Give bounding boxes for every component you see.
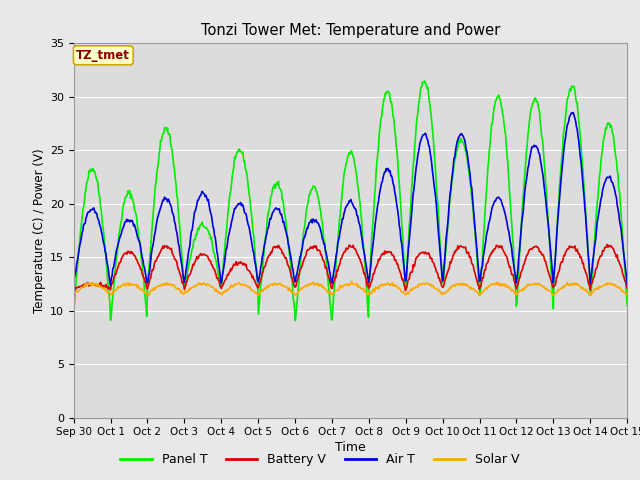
Panel T: [193, 232, 200, 238]
Solar V: [476, 293, 483, 299]
Solar V: [137, 287, 145, 293]
Air T: [194, 197, 202, 203]
Panel T: [421, 78, 429, 84]
Text: TZ_tmet: TZ_tmet: [76, 49, 131, 62]
Line: Air T: Air T: [74, 112, 627, 285]
Solar V: [348, 278, 355, 284]
Air T: [570, 109, 577, 115]
Air T: [435, 232, 442, 238]
Battery V: [604, 241, 611, 247]
Solar V: [193, 282, 200, 288]
Battery V: [623, 286, 631, 291]
Solar V: [70, 293, 77, 299]
Panel T: [623, 302, 631, 308]
Battery V: [435, 275, 442, 281]
Battery V: [419, 250, 426, 255]
Battery V: [223, 274, 230, 280]
Y-axis label: Temperature (C) / Power (V): Temperature (C) / Power (V): [33, 148, 45, 312]
Solar V: [419, 281, 426, 287]
Battery V: [138, 266, 145, 272]
Solar V: [222, 289, 230, 295]
Panel T: [222, 231, 230, 237]
Air T: [419, 133, 426, 139]
Solar V: [80, 284, 88, 289]
Air T: [107, 282, 115, 288]
Battery V: [70, 286, 77, 292]
Line: Battery V: Battery V: [74, 244, 627, 291]
Panel T: [435, 228, 443, 234]
Title: Tonzi Tower Met: Temperature and Power: Tonzi Tower Met: Temperature and Power: [201, 23, 500, 38]
Panel T: [80, 204, 88, 210]
Air T: [70, 280, 77, 286]
Panel T: [70, 309, 77, 315]
Panel T: [419, 80, 426, 85]
Panel T: [291, 318, 299, 324]
Battery V: [70, 288, 78, 294]
Solar V: [435, 287, 442, 292]
Air T: [223, 245, 230, 251]
X-axis label: Time: Time: [335, 442, 366, 455]
Air T: [623, 280, 631, 286]
Panel T: [137, 248, 145, 253]
Air T: [80, 222, 88, 228]
Battery V: [194, 256, 202, 262]
Line: Solar V: Solar V: [74, 281, 627, 296]
Legend: Panel T, Battery V, Air T, Solar V: Panel T, Battery V, Air T, Solar V: [115, 448, 525, 471]
Battery V: [81, 281, 88, 287]
Line: Panel T: Panel T: [74, 81, 627, 321]
Air T: [138, 250, 145, 256]
Solar V: [623, 292, 631, 298]
